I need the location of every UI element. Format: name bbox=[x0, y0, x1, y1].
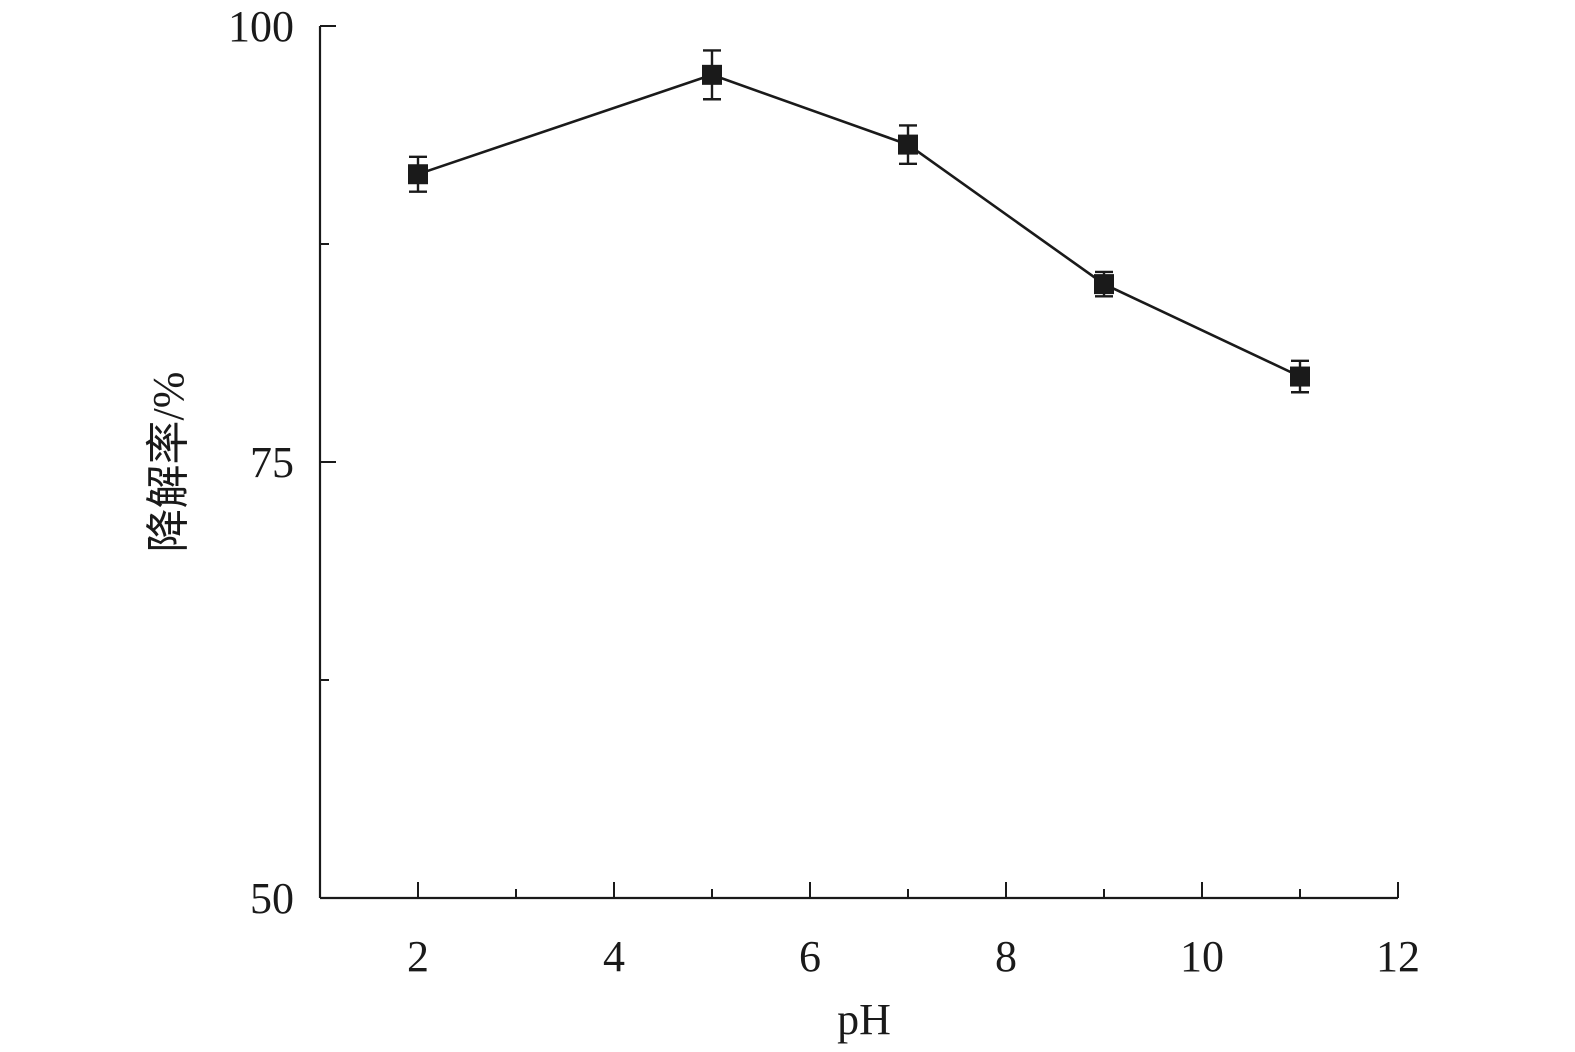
data-point bbox=[1290, 366, 1310, 387]
x-tick-label: 4 bbox=[603, 932, 625, 981]
x-tick-label: 2 bbox=[407, 932, 429, 981]
y-tick-label: 50 bbox=[250, 874, 294, 923]
data-point bbox=[702, 64, 722, 85]
y-tick-label: 75 bbox=[250, 438, 294, 487]
y-axis-title: 降解率/% bbox=[144, 372, 193, 553]
plot-area bbox=[408, 49, 1310, 394]
data-point bbox=[898, 134, 918, 155]
x-tick-label: 10 bbox=[1180, 932, 1224, 981]
x-tick-label: 8 bbox=[995, 932, 1017, 981]
y-tick-label: 100 bbox=[228, 2, 294, 51]
data-point bbox=[1094, 274, 1114, 295]
series-line bbox=[417, 73, 1301, 378]
x-axis-title: pH bbox=[837, 995, 891, 1044]
x-tick-label: 6 bbox=[799, 932, 821, 981]
data-point bbox=[408, 164, 428, 185]
axes: 50 75 100 2 4 6 8 10 12 bbox=[228, 2, 1420, 981]
x-tick-label: 12 bbox=[1376, 932, 1420, 981]
